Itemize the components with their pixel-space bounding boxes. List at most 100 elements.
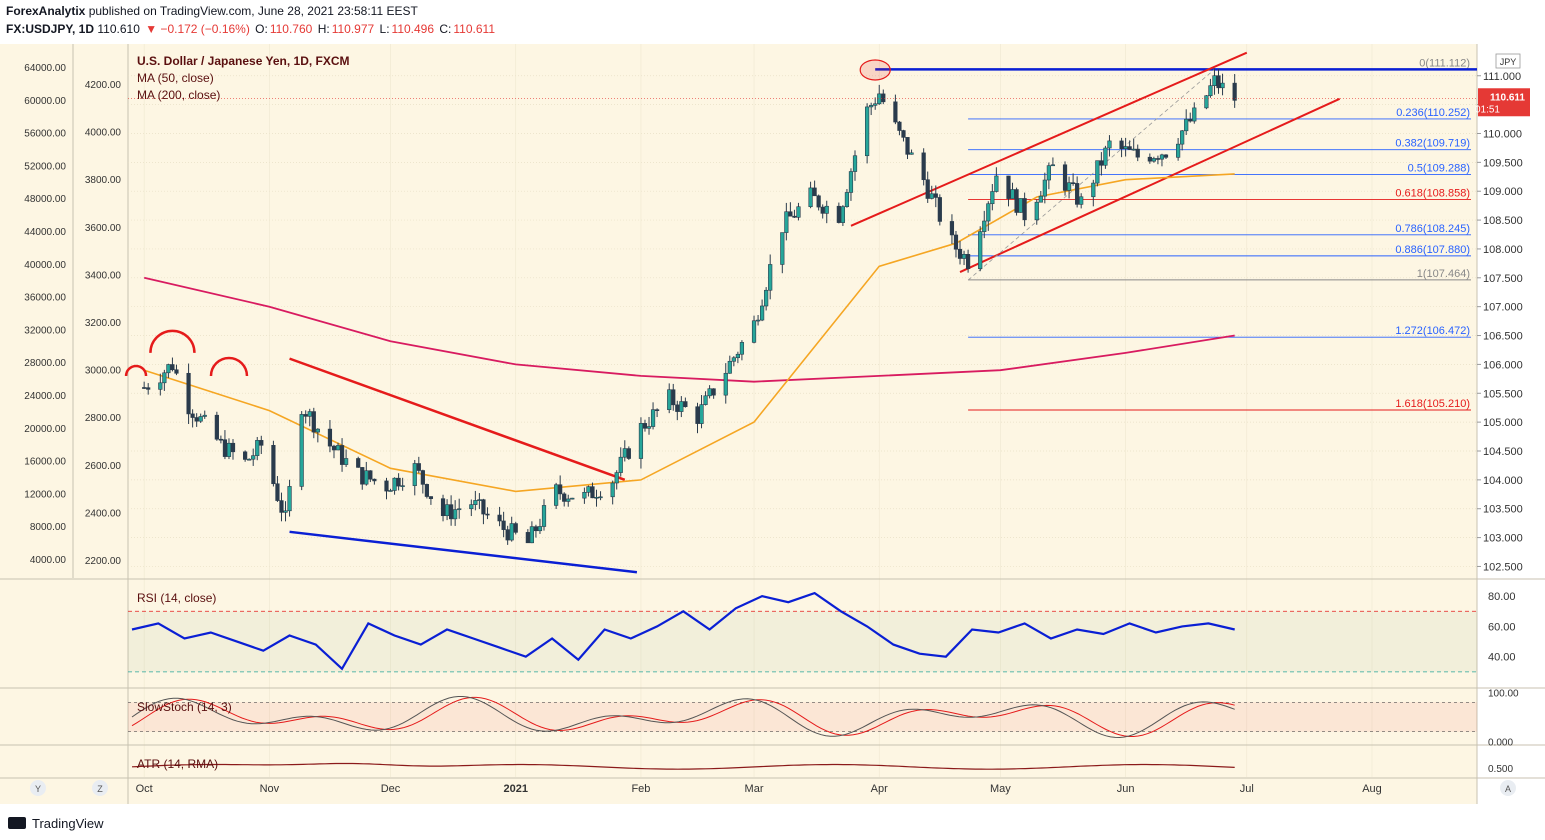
candle-body-56 — [457, 508, 462, 511]
candle-body-177 — [1147, 156, 1152, 162]
candle-body-87 — [638, 423, 644, 459]
bottom-toolbar: Y Z A — [30, 780, 1516, 796]
legend-ma50[interactable]: MA (50, close) — [137, 71, 214, 85]
rsi-line — [131, 591, 1235, 671]
tradingview-logo[interactable]: TradingView — [8, 816, 104, 831]
candle-body-130 — [877, 93, 882, 105]
candle-body-159 — [1042, 179, 1047, 197]
candle-body-91 — [654, 409, 660, 411]
candle-body-167 — [1091, 182, 1096, 198]
candle-body-49 — [420, 470, 425, 485]
x-tick-label-4: Feb — [631, 783, 650, 795]
toolbar-y-label: Y — [35, 784, 41, 794]
candle-body-28 — [303, 414, 308, 417]
stoch-tick-1: 0.000 — [1488, 738, 1513, 749]
candle-body-96 — [683, 401, 688, 408]
footer: TradingView — [0, 806, 1545, 840]
candle-body-140 — [933, 193, 938, 198]
candle-body-127 — [865, 106, 870, 157]
candle-body-81 — [598, 496, 603, 499]
right-tick-label-15: 104.000 — [1483, 475, 1523, 487]
candle-body-149 — [986, 203, 991, 222]
candle-body-86 — [626, 448, 631, 459]
publish-text: published on TradingView.com, June 28, 2… — [85, 4, 418, 18]
publisher-name[interactable]: ForexAnalytix — [6, 4, 86, 18]
candle-body-42 — [384, 480, 389, 492]
candle-body-154 — [1014, 189, 1019, 213]
candle-body-84 — [618, 456, 623, 473]
candle-body-151 — [994, 175, 999, 192]
candle-body-124 — [844, 192, 850, 207]
legend-title: U.S. Dollar / Japanese Yen, 1D, FXCM — [137, 54, 350, 68]
fib-label-8: 1.272(106.472) — [1395, 325, 1470, 337]
left-inner-tick-8: 2600.00 — [85, 461, 122, 472]
candle-body-139 — [929, 193, 934, 199]
ohlc-line: FX:USDJPY, 1D 110.610 ▼ −0.172 (−0.16%) … — [6, 22, 497, 36]
candle-body-115 — [792, 215, 797, 218]
toolbar-z-button[interactable] — [92, 780, 108, 796]
candle-body-3 — [162, 372, 167, 384]
candle-body-121 — [824, 205, 829, 214]
fib-label-2: 0.382(109.719) — [1395, 138, 1470, 150]
left-inner-tick-10: 2200.00 — [85, 556, 122, 567]
right-tick-label-4: 109.500 — [1483, 157, 1523, 169]
pane-separators — [0, 578, 1545, 779]
right-tick-label-17: 103.000 — [1483, 533, 1523, 545]
toolbar-y-button[interactable] — [30, 780, 46, 796]
right-tick-label-6: 108.500 — [1483, 215, 1523, 227]
candle-body-168 — [1095, 160, 1100, 184]
left-outer-tick-13: 12000.00 — [24, 489, 66, 500]
high-label: H: — [317, 22, 330, 36]
candle-body-48 — [416, 463, 421, 471]
candle-body-143 — [953, 234, 959, 250]
candle-body-36 — [344, 458, 349, 465]
candle-body-76 — [570, 497, 575, 500]
right-tick-label-3: 110.000 — [1483, 128, 1522, 140]
stoch-label[interactable]: SlowStoch (14, 3) — [137, 700, 232, 714]
stoch-k-line — [131, 696, 1235, 739]
candle-body-181 — [1163, 154, 1169, 158]
candle-body-14 — [222, 439, 228, 457]
candle-body-55 — [453, 509, 458, 520]
price-change: ▼ −0.172 (−0.16%) — [145, 22, 250, 36]
candle-body-118 — [812, 187, 817, 197]
candle-body-144 — [957, 248, 963, 259]
legend-ma200[interactable]: MA (200, close) — [137, 88, 220, 102]
right-tick-label-11: 106.000 — [1483, 359, 1523, 371]
toolbar-auto-button[interactable] — [1500, 780, 1516, 796]
toolbar-z-label: Z — [97, 784, 103, 794]
x-tick-label-1: Nov — [260, 783, 280, 795]
candle-body-68 — [529, 526, 534, 544]
candle-body-172 — [1119, 140, 1124, 150]
falling-wedge-top — [289, 357, 626, 482]
candle-body-19 — [251, 455, 256, 460]
left-outer-tick-10: 24000.00 — [24, 391, 66, 402]
candle-body-51 — [428, 496, 434, 499]
candle-body-104 — [731, 357, 736, 362]
close-label: C: — [439, 22, 452, 36]
candle-body-178 — [1151, 158, 1156, 162]
candle-body-155 — [1018, 198, 1023, 213]
price-chart[interactable]: 0(111.112) 0.236(110.252) 0.382(109.719) 0.… — [0, 42, 1545, 806]
currency-tag[interactable]: JPY — [1495, 53, 1521, 69]
candle-body-157 — [1034, 201, 1039, 221]
candle-body-74 — [562, 493, 567, 502]
right-tick-label-14: 104.500 — [1483, 446, 1523, 458]
candle-body-1 — [146, 387, 151, 390]
rsi-label[interactable]: RSI (14, close) — [137, 591, 216, 605]
left-outer-tick-9: 28000.00 — [24, 358, 66, 369]
symbol-label[interactable]: FX:USDJPY, 1D — [6, 22, 95, 36]
left-outer-tick-7: 36000.00 — [24, 293, 66, 304]
left-outer-tick-2: 56000.00 — [24, 129, 66, 140]
candle-body-33 — [331, 445, 337, 451]
atr-label[interactable]: ATR (14, RMA) — [137, 757, 218, 771]
right-tick-label-1: 111.000 — [1483, 71, 1521, 83]
candle-body-63 — [501, 520, 506, 530]
candle-body-20 — [255, 440, 260, 456]
candle-body-92 — [667, 389, 672, 410]
candle-body-93 — [671, 389, 676, 406]
candle-body-123 — [840, 206, 845, 223]
candle-body-102 — [723, 372, 728, 396]
annotations — [124, 59, 1477, 377]
x-tick-label-5: Mar — [745, 783, 764, 795]
